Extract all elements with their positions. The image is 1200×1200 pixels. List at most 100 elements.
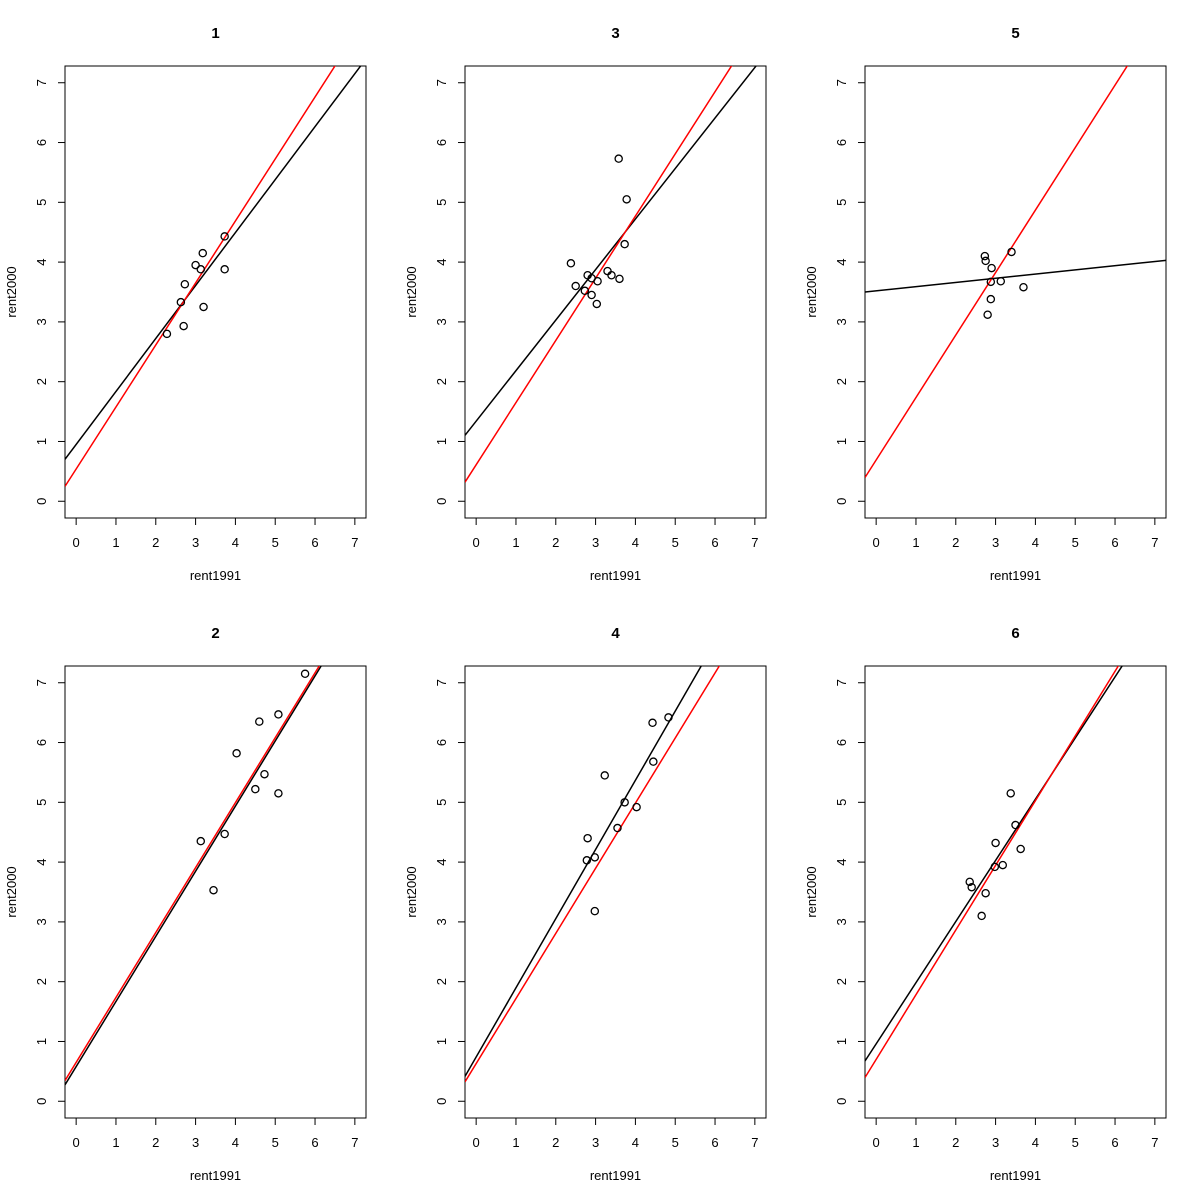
point [179, 321, 188, 331]
point [981, 256, 990, 266]
plot-frame [864, 65, 1167, 519]
point [632, 802, 641, 812]
x-tick-label: 1 [512, 535, 519, 550]
x-axis-label: rent1991 [190, 568, 241, 583]
point [274, 710, 283, 719]
y-tick-label: 4 [834, 858, 849, 865]
x-tick-label: 4 [632, 1135, 639, 1150]
x-tick-label: 2 [952, 1135, 959, 1150]
point [587, 290, 596, 300]
y-tick-label: 2 [34, 378, 49, 385]
point [620, 798, 629, 807]
x-tick-label: 6 [711, 535, 718, 550]
x-tick-label: 7 [1151, 535, 1158, 550]
y-tick-label: 2 [834, 378, 849, 385]
x-tick-label: 6 [1111, 1135, 1118, 1150]
panel-title: 6 [1011, 625, 1019, 642]
y-axis-label: rent2000 [404, 866, 419, 917]
point [198, 248, 208, 258]
y-tick-label: 5 [34, 199, 49, 206]
x-axis-label: rent1991 [990, 1168, 1041, 1183]
y-axis-label: rent2000 [804, 266, 819, 317]
point [590, 906, 600, 916]
point [1011, 820, 1020, 830]
fit-line [65, 66, 362, 460]
point [967, 882, 976, 892]
panel-title: 4 [611, 625, 620, 642]
point [981, 888, 990, 898]
x-tick-label: 1 [112, 535, 119, 550]
x-tick-label: 4 [632, 535, 639, 550]
y-tick-label: 3 [34, 318, 49, 325]
point [614, 154, 623, 163]
panel-title: 1 [211, 25, 219, 42]
point [592, 299, 602, 309]
point [607, 271, 616, 280]
x-tick-label: 7 [1151, 1135, 1158, 1150]
plot-frame [464, 65, 767, 519]
x-tick-label: 7 [351, 535, 358, 550]
y-tick-label: 0 [834, 498, 849, 505]
x-tick-label: 2 [152, 535, 159, 550]
fit-line [465, 66, 733, 483]
panel-title: 5 [1011, 25, 1019, 42]
y-axis-label: rent2000 [404, 266, 419, 317]
point [977, 911, 986, 921]
panel-title: 2 [211, 625, 219, 642]
y-tick-label: 1 [434, 438, 449, 445]
x-tick-label: 6 [311, 535, 318, 550]
point [622, 195, 631, 204]
y-tick-label: 6 [434, 139, 449, 146]
panel: 4 rent1991 rent2000 0 1 2 3 4 5 6 7 0 1 2 3 4 5 6 7 [404, 625, 767, 1183]
y-tick-label: 5 [434, 799, 449, 806]
y-tick-label: 2 [834, 978, 849, 985]
point [196, 265, 206, 274]
point [613, 823, 622, 833]
y-axis-label: rent2000 [804, 866, 819, 917]
y-tick-label: 4 [434, 258, 449, 265]
fit-line [65, 666, 322, 1086]
point [590, 853, 600, 862]
x-axis-label: rent1991 [990, 568, 1041, 583]
fit-line [865, 66, 1129, 478]
x-tick-label: 5 [672, 535, 679, 550]
point [980, 251, 990, 261]
y-tick-label: 5 [834, 799, 849, 806]
point [1006, 789, 1015, 798]
fit-line [865, 666, 1120, 1078]
x-tick-label: 0 [473, 1135, 480, 1150]
x-tick-label: 4 [1032, 1135, 1039, 1150]
point [983, 310, 992, 319]
point [260, 769, 269, 779]
plot-frame [864, 665, 1167, 1119]
y-tick-label: 4 [434, 858, 449, 865]
point [649, 757, 658, 766]
point [251, 784, 260, 794]
fit-line [465, 66, 757, 436]
point [620, 239, 629, 249]
y-tick-label: 4 [34, 258, 49, 265]
y-tick-label: 6 [34, 139, 49, 146]
x-tick-label: 4 [232, 535, 239, 550]
x-axis-label: rent1991 [590, 568, 641, 583]
point [232, 749, 241, 758]
x-tick-label: 6 [711, 1135, 718, 1150]
point [580, 286, 590, 296]
point [593, 276, 602, 286]
x-tick-label: 0 [873, 1135, 880, 1150]
y-tick-label: 2 [34, 978, 49, 985]
y-tick-label: 0 [834, 1098, 849, 1105]
x-tick-label: 3 [192, 1135, 199, 1150]
y-tick-label: 2 [434, 378, 449, 385]
y-tick-label: 6 [834, 739, 849, 746]
point [648, 718, 657, 728]
y-tick-label: 7 [434, 679, 449, 686]
y-tick-label: 3 [834, 318, 849, 325]
point [996, 276, 1006, 286]
point [300, 669, 310, 679]
x-tick-label: 0 [73, 1135, 80, 1150]
point [583, 833, 592, 843]
point [191, 260, 200, 270]
x-tick-label: 4 [1032, 535, 1039, 550]
